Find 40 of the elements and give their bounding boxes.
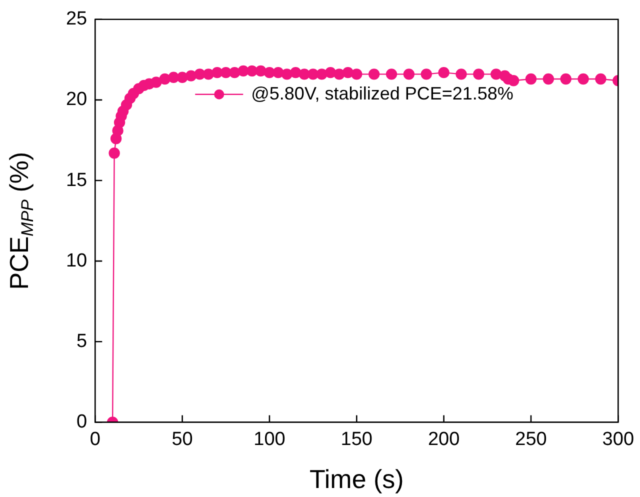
y-tick-label: 15	[66, 170, 88, 191]
point	[386, 68, 398, 80]
legend-label: @5.80V, stabilized PCE=21.58%	[251, 83, 514, 104]
point	[272, 66, 284, 78]
x-tick-label: 0	[90, 428, 100, 450]
x-tick-label: 50	[172, 428, 193, 450]
point	[150, 76, 162, 88]
point	[176, 72, 188, 84]
x-tick-label: 100	[254, 428, 286, 450]
point	[525, 73, 537, 85]
y-tick-label: 0	[76, 411, 88, 432]
point	[108, 148, 120, 159]
point	[542, 73, 554, 85]
y-tick-label: 5	[76, 330, 88, 352]
y-tick-label: 25	[66, 8, 88, 30]
x-tick-label: 150	[340, 428, 372, 450]
y-axis-title: PCEMPP (%)	[4, 152, 38, 290]
point	[281, 68, 293, 80]
point	[334, 68, 345, 80]
point	[368, 68, 380, 80]
x-tick-label: 250	[515, 428, 547, 450]
point	[202, 68, 214, 80]
point	[595, 73, 606, 85]
y-tick-label: 20	[66, 89, 88, 110]
point	[438, 66, 450, 78]
x-axis-title: Time (s)	[309, 464, 404, 494]
point	[456, 68, 467, 80]
point	[185, 70, 197, 82]
point	[420, 68, 432, 80]
point	[351, 68, 362, 80]
point	[490, 68, 502, 80]
point	[159, 73, 170, 85]
x-tick-label: 200	[428, 428, 460, 450]
point	[290, 66, 302, 78]
point	[473, 68, 484, 80]
point	[560, 73, 572, 85]
x-tick-label: 300	[602, 428, 634, 450]
y-tick-label: 10	[66, 250, 88, 272]
point	[578, 73, 589, 85]
point	[403, 68, 415, 80]
